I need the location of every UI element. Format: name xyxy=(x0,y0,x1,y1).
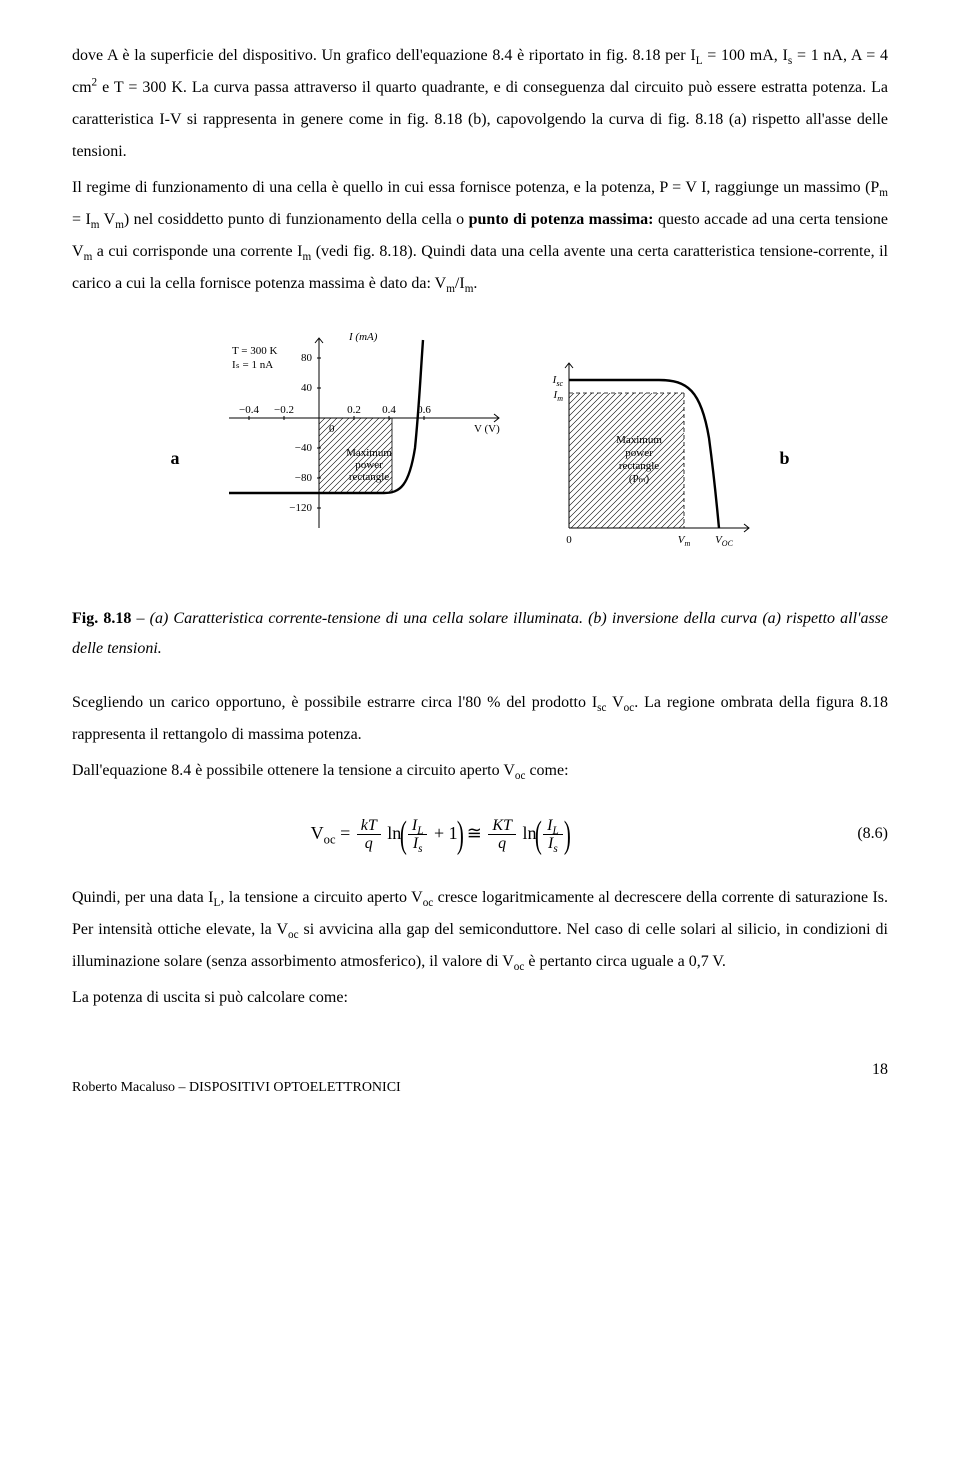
chart-b: Isc Im 0 Vm VOC Maximum power rectangle … xyxy=(529,348,759,568)
caption-lead: Fig. 8.18 xyxy=(72,610,131,627)
svg-text:Im: Im xyxy=(553,389,564,403)
chart-a: −0.4 −0.2 0.2 0.4 0.6 0 V (V) 80 40 −40 … xyxy=(199,328,509,588)
svg-text:Vm: Vm xyxy=(678,534,691,548)
paragraph-6: La potenza di uscita si può calcolare co… xyxy=(72,982,888,1014)
footer-author-title: Roberto Macaluso – DISPOSITIVI OPTOELETT… xyxy=(72,1074,401,1102)
svg-text:−80: −80 xyxy=(295,472,313,484)
xt--0.2: −0.2 xyxy=(275,404,295,416)
eq-frac-il-is-2: IL Is xyxy=(543,817,563,853)
figure-8-18: a −0.4 −0.2 0.2 xyxy=(72,328,888,588)
svg-text:Isc: Isc xyxy=(552,374,564,388)
eq-plus1: + 1 xyxy=(434,823,458,843)
xt-0.2: 0.2 xyxy=(348,404,362,416)
equation-8-6: Voc = kT q ln( IL Is + 1) ≅ KT q ln( IL … xyxy=(72,815,888,854)
svg-text:−120: −120 xyxy=(290,502,313,514)
eq-frac-kt-q-2: KT q xyxy=(488,817,516,853)
mpr-b-l2: power xyxy=(626,447,654,459)
mpr-a-l2: power xyxy=(356,459,384,471)
x-axis-label-a: V (V) xyxy=(474,423,500,435)
mpr-a-l3: rectangle xyxy=(349,471,389,483)
figure-letter-a: a xyxy=(170,440,179,476)
paragraph-4: Dall'equazione 8.4 è possibile ottenere … xyxy=(72,755,888,787)
paragraph-1: dove A è la superficie del dispositivo. … xyxy=(72,40,888,168)
svg-text:40: 40 xyxy=(301,382,313,394)
paragraph-2: Il regime di funzionamento di una cella … xyxy=(72,172,888,300)
annot-temp: T = 300 K xyxy=(232,345,277,357)
svg-text:−40: −40 xyxy=(295,442,313,454)
paragraph-3: Scegliendo un carico opportuno, è possib… xyxy=(72,687,888,751)
mpr-a-l1: Maximum xyxy=(347,447,393,459)
mpr-b-l3: rectangle xyxy=(619,460,659,472)
eq-frac-kt-q-1: kT q xyxy=(357,817,381,853)
figure-caption: Fig. 8.18 – (a) Caratteristica corrente-… xyxy=(72,604,888,665)
xt-0.4: 0.4 xyxy=(383,404,397,416)
svg-text:80: 80 xyxy=(301,352,313,364)
caption-body: – (a) Caratteristica corrente-tensione d… xyxy=(72,610,888,657)
svg-text:0: 0 xyxy=(567,534,573,546)
xt--0.4: −0.4 xyxy=(240,404,260,416)
eq-frac-il-is-1: IL Is xyxy=(408,817,428,853)
eq-lhs: Voc = xyxy=(311,823,351,843)
eq-approx: ≅ xyxy=(467,823,482,843)
y-axis-label-a: I (mA) xyxy=(348,331,378,343)
paragraph-5: Quindi, per una data IL, la tensione a c… xyxy=(72,882,888,978)
annot-is: Iₛ = 1 nA xyxy=(232,359,273,371)
mpr-b-l4: (Pₘ) xyxy=(629,473,650,485)
figure-letter-b: b xyxy=(779,440,789,476)
svg-text:VOC: VOC xyxy=(716,534,735,548)
equation-number: (8.6) xyxy=(808,818,888,850)
mpr-b-l1: Maximum xyxy=(617,434,663,446)
